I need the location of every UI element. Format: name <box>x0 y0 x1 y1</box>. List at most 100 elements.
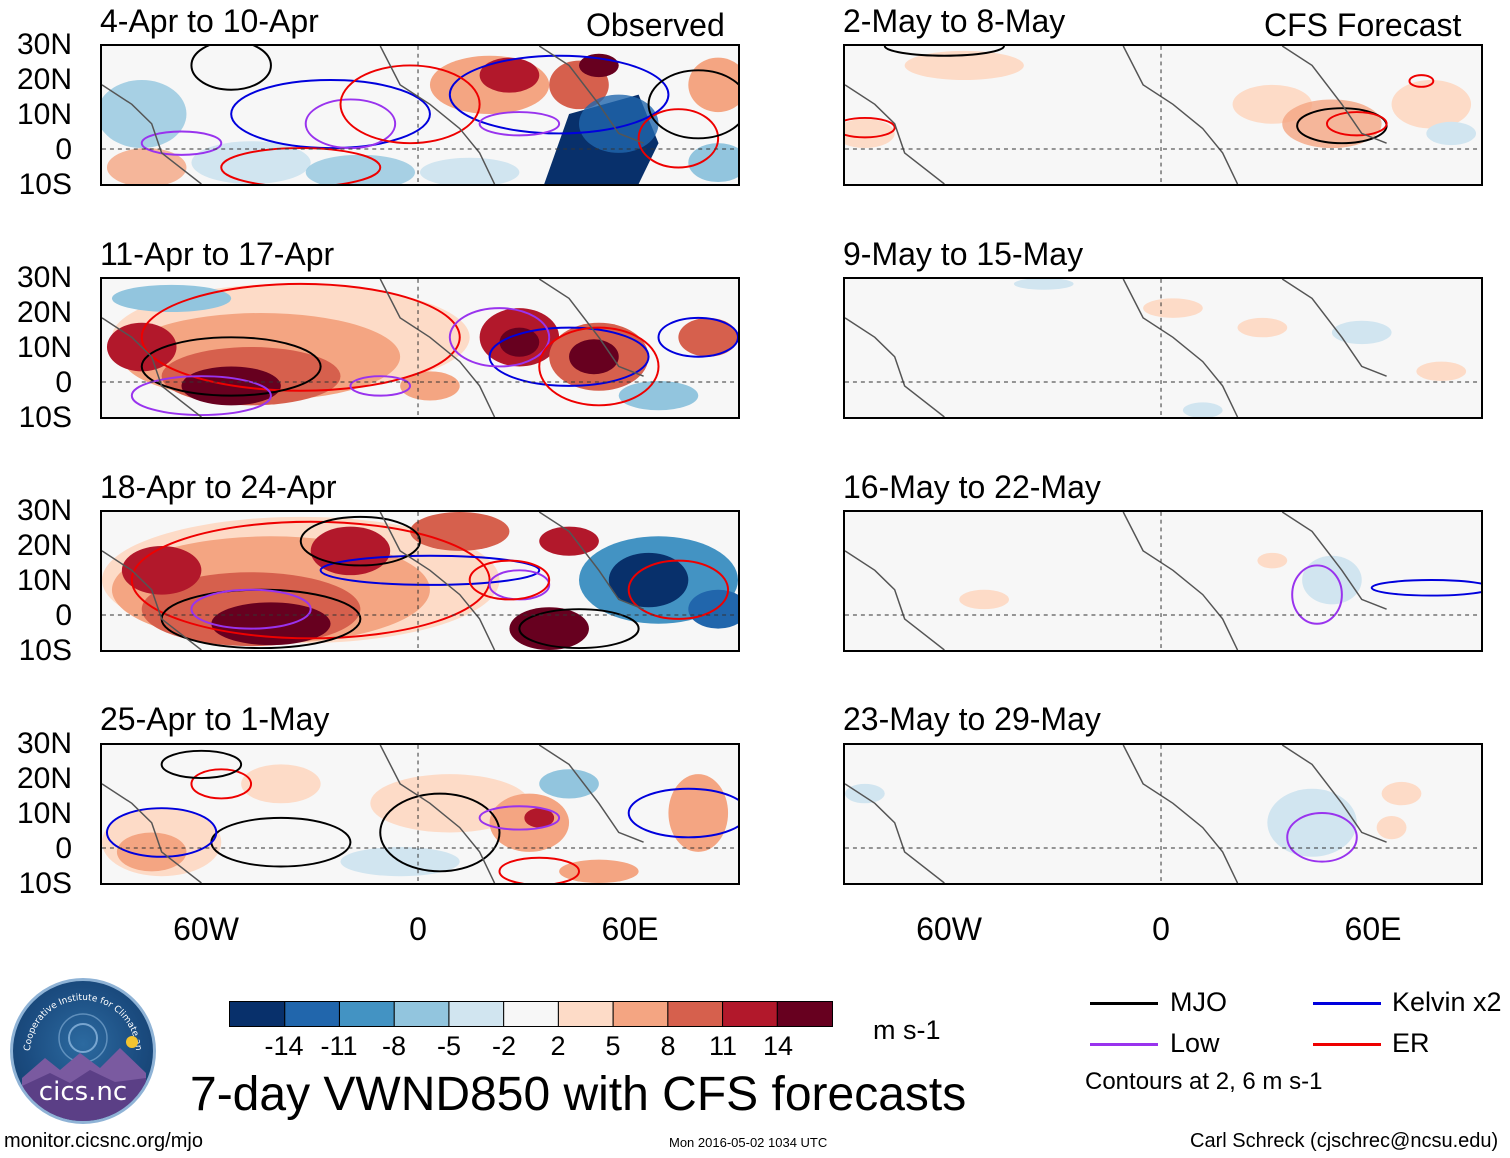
map-panel-obs-4 <box>100 743 740 885</box>
coastline-layer <box>102 512 644 650</box>
colorbar-swatch <box>667 1002 723 1026</box>
legend-swatch-er <box>1313 1043 1381 1046</box>
panel-title-fc-4: 23-May to 29-May <box>843 701 1101 737</box>
colorbar-swatch <box>558 1002 614 1026</box>
contour-layer <box>140 46 738 184</box>
y-tick-10s: 10S <box>18 401 72 434</box>
map-panel-obs-2 <box>100 277 740 419</box>
vwnd-map-obs-4 <box>102 745 738 883</box>
vwnd-map-fc-2 <box>845 279 1481 417</box>
y-tick-30n: 30N <box>16 261 72 294</box>
coastline-layer <box>102 46 644 184</box>
colorbar-tick: -8 <box>381 1031 406 1061</box>
colorbar-tick: 11 <box>708 1031 738 1061</box>
contour-layer <box>105 749 738 883</box>
vwnd-map-fc-4 <box>845 745 1481 883</box>
colorbar-tick: 14 <box>762 1031 794 1061</box>
shading-layer <box>1013 279 1467 417</box>
y-tick-eq: 0 <box>55 832 72 865</box>
footer-timestamp: Mon 2016-05-02 1034 UTC <box>669 1135 828 1150</box>
contour-layer <box>130 282 738 417</box>
legend-swatch-low <box>1090 1043 1158 1046</box>
coastline-layer <box>845 279 1387 417</box>
x-tick-60e: 60E <box>601 911 659 947</box>
colorbar-swatch <box>777 1002 832 1026</box>
logo-text: cics.nc <box>39 1077 127 1107</box>
shading-layer <box>845 781 1422 857</box>
colorbar-swatch <box>613 1002 668 1026</box>
y-tick-eq: 0 <box>55 599 72 632</box>
colorbar <box>229 1001 833 1027</box>
legend-label-er: ER <box>1392 1028 1430 1058</box>
panel-title-obs-3: 18-Apr to 24-Apr <box>100 469 337 505</box>
map-panel-fc-4 <box>843 743 1483 885</box>
map-panel-fc-3 <box>843 510 1483 652</box>
x-tick-60w: 60W <box>173 911 239 947</box>
main-title: 7-day VWND850 with CFS forecasts <box>190 1068 967 1121</box>
shading-layer <box>102 53 738 184</box>
x-tick-60e: 60E <box>1344 911 1402 947</box>
shading-layer <box>102 512 738 650</box>
vwnd-map-obs-2 <box>102 279 738 417</box>
colorbar-tick: -11 <box>320 1031 358 1061</box>
observed-label: Observed <box>586 7 725 43</box>
colorbar-tick: 8 <box>660 1031 676 1061</box>
forecast-label: CFS Forecast <box>1264 7 1462 43</box>
y-tick-20n: 20N <box>16 762 72 795</box>
contour-layer <box>1291 564 1481 625</box>
y-tick-eq: 0 <box>55 133 72 166</box>
y-tick-10n: 10N <box>16 331 72 364</box>
coastline-layer <box>102 745 644 883</box>
coastline-layer <box>845 745 1387 883</box>
coastline-layer <box>102 279 644 417</box>
vwnd-map-obs-1 <box>102 46 738 184</box>
x-tick-0: 0 <box>1152 911 1170 947</box>
colorbar-swatch <box>394 1002 449 1026</box>
y-tick-10n: 10N <box>16 564 72 597</box>
coastline-layer <box>845 512 1387 650</box>
y-tick-10n: 10N <box>16 797 72 830</box>
vwnd-map-fc-3 <box>845 512 1481 650</box>
colorbar-tick: -14 <box>264 1031 304 1061</box>
panel-title-obs-1: 4-Apr to 10-Apr <box>100 3 319 39</box>
colorbar-tick: 5 <box>605 1031 621 1061</box>
cics-logo: Cooperative Institute for Climate and Sa… <box>10 978 156 1124</box>
contour-layer <box>1286 812 1358 863</box>
colorbar-swatch <box>284 1002 340 1026</box>
map-panel-fc-2 <box>843 277 1483 419</box>
y-tick-20n: 20N <box>16 529 72 562</box>
colorbar-swatch <box>230 1002 285 1026</box>
y-tick-10s: 10S <box>18 168 72 201</box>
y-tick-20n: 20N <box>16 63 72 96</box>
map-panel-obs-1 <box>100 44 740 186</box>
panel-title-obs-2: 11-Apr to 17-Apr <box>100 236 335 272</box>
legend-label-mjo: MJO <box>1170 987 1227 1017</box>
footer-url: monitor.cicsnc.org/mjo <box>4 1130 203 1152</box>
y-tick-eq: 0 <box>55 366 72 399</box>
colorbar-tick: -5 <box>436 1031 461 1061</box>
legend-swatch-kelvin <box>1313 1002 1381 1005</box>
coastline-layer <box>845 46 1387 184</box>
y-tick-10s: 10S <box>18 867 72 900</box>
panel-title-fc-1: 2-May to 8-May <box>843 3 1066 39</box>
footer-author: Carl Schreck (cjschrec@ncsu.edu) <box>1190 1130 1499 1152</box>
y-tick-10s: 10S <box>18 634 72 667</box>
y-tick-20n: 20N <box>16 296 72 329</box>
colorbar-swatches <box>230 1002 832 1026</box>
y-tick-30n: 30N <box>16 28 72 61</box>
x-tick-0: 0 <box>409 911 427 947</box>
shading-layer <box>959 552 1362 610</box>
y-tick-30n: 30N <box>16 494 72 527</box>
vwnd-map-obs-3 <box>102 512 738 650</box>
shading-layer <box>102 764 729 883</box>
shading-layer <box>106 283 738 411</box>
legend-label-kelvin: Kelvin x2 <box>1392 987 1502 1017</box>
colorbar-swatch <box>503 1002 559 1026</box>
colorbar-units: m s-1 <box>873 1015 941 1045</box>
x-tick-60w: 60W <box>916 911 982 947</box>
panel-title-fc-2: 9-May to 15-May <box>843 236 1084 272</box>
panel-title-fc-3: 16-May to 22-May <box>843 469 1101 505</box>
map-panel-obs-3 <box>100 510 740 652</box>
legend-swatch-mjo <box>1090 1002 1158 1005</box>
y-tick-10n: 10N <box>16 98 72 131</box>
